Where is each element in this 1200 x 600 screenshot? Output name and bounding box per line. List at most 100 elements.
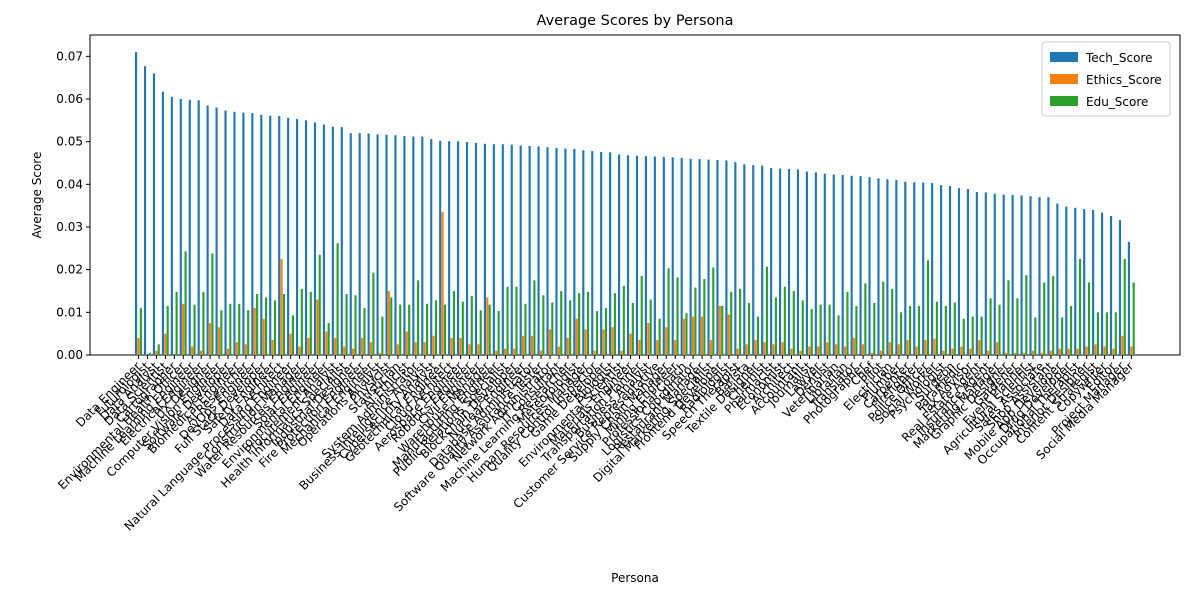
bar [289,333,292,355]
bar [278,116,281,355]
bar [316,299,319,355]
bar [698,159,701,355]
bar [378,352,382,355]
bar [430,139,433,355]
bar [533,280,536,355]
bar [287,117,290,355]
bar [152,73,156,356]
bar [897,344,900,355]
bar [734,162,737,355]
bar [318,254,321,355]
bar [1031,350,1034,355]
bar [823,173,826,355]
bar [157,344,160,355]
bar [387,291,390,355]
bar [631,302,634,355]
bar [855,305,858,355]
bar [978,340,981,355]
bar [343,346,346,355]
bar [309,291,312,355]
bar [197,100,200,355]
bar [264,297,268,355]
bar [569,300,572,355]
y-tick-label: 0.05 [56,135,83,149]
bar [551,302,554,355]
bar [524,303,527,355]
bar [739,288,742,355]
bar [944,305,947,355]
bar [754,340,757,355]
bar [694,287,697,355]
bar [725,160,728,355]
bar [808,346,811,355]
bar [327,323,330,355]
bar [546,147,549,355]
bar [987,350,990,355]
bar [763,342,766,355]
bar [611,327,614,355]
bar [394,135,397,355]
bar [832,174,835,355]
bar [179,99,182,355]
bar [1121,335,1124,355]
bar [188,99,191,355]
bar [647,323,650,355]
bar [363,308,366,355]
bar [1078,259,1082,355]
bar [852,337,856,355]
bar [926,260,930,355]
bar [448,141,451,355]
bar [450,337,453,355]
bar [667,268,670,355]
bar [996,342,999,355]
bar [841,174,844,355]
bar [716,160,719,355]
bar [465,142,469,355]
bar [206,105,209,356]
bar [609,152,612,355]
bar [712,267,715,355]
bar [175,291,178,355]
bar [915,346,918,355]
bar [486,297,489,355]
bar [385,134,388,355]
bar [510,144,513,355]
bar [184,251,187,355]
bar [984,192,987,355]
bar [604,308,608,355]
bar [331,126,334,355]
bar [271,340,274,355]
bar [665,327,668,355]
bar [235,342,238,355]
bar [1127,241,1130,355]
bar [300,288,303,355]
bar [721,305,724,355]
bar [656,340,659,355]
bar [882,281,885,355]
bar [425,303,429,355]
y-tick-label: 0.02 [56,263,83,277]
bar [828,304,831,355]
bar [1076,348,1079,355]
bar [443,304,447,355]
bar [752,165,755,355]
bar [837,315,840,355]
bar [796,169,800,355]
bar [826,342,829,355]
bar [457,141,460,355]
bar [998,304,1001,355]
bar [787,168,791,355]
legend-swatch [1050,74,1078,84]
bar [662,157,665,355]
bar [904,181,907,355]
bar [622,285,625,355]
bar [369,342,373,355]
bar [957,188,961,355]
bar [638,340,641,355]
bar [403,136,406,355]
bar [674,340,677,355]
bar [260,114,263,355]
bar [233,111,236,355]
bar [352,348,355,355]
bar [408,304,411,355]
